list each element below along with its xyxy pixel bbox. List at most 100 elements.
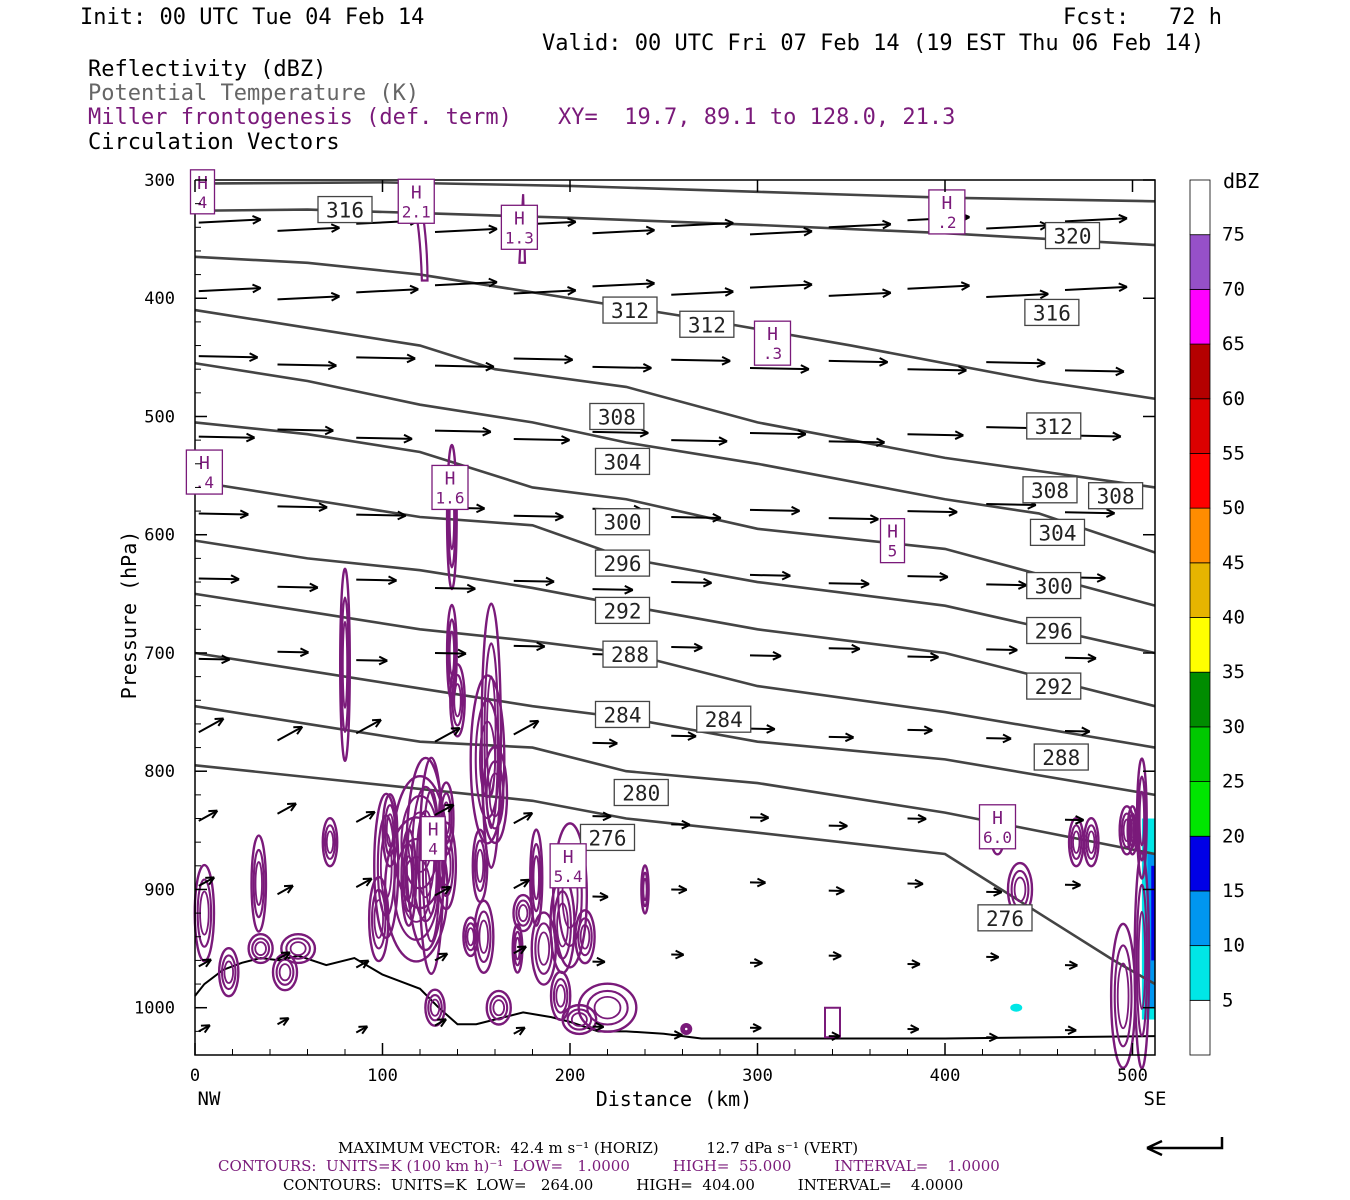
high-marker: H4 [420,815,446,862]
x-end-label-se: SE [1144,1088,1167,1110]
circulation-vector [434,1018,447,1028]
circulation-vector [671,1030,683,1040]
frontogenesis-contour [323,824,337,861]
frontogenesis-contour [640,864,650,915]
circulation-vector [1064,1025,1077,1036]
frontogenesis-contour [478,919,489,954]
circulation-vector [592,584,634,595]
circulation-vector [198,1024,211,1034]
field-frontogenesis: Miller frontogenesis (def. term) [88,105,512,130]
circulation-vector [198,809,219,822]
circulation-vector [434,277,498,288]
svg-text:H: H [563,847,574,868]
svg-text:6.0: 6.0 [983,828,1012,847]
svg-text:H: H [941,193,952,214]
circulation-vector [355,877,373,888]
circulation-vector [749,570,791,581]
circulation-vector [986,220,1049,231]
frontogenesis-contour [642,877,648,902]
theta-contour-320 [194,181,1156,203]
frontogenesis-contour [566,1008,593,1031]
circulation-vector [434,727,461,743]
frontogenesis-contour [402,842,415,913]
y-tick-label: 600 [144,526,175,546]
frontogenesis-contour [424,988,446,1027]
svg-text:292: 292 [604,599,642,623]
frontogenesis-contour [488,772,502,818]
x-tick-label: 500 [1117,1066,1148,1086]
frontogenesis-contour [1070,824,1083,861]
colorbar-swatch [1189,453,1211,509]
circulation-vector [828,643,861,654]
svg-text:H: H [887,522,898,543]
frontogenesis-contour [373,899,384,939]
circulation-vector [907,725,933,735]
high-marker: H5 [879,517,906,564]
circulation-vector [592,811,612,822]
circulation-vector [592,956,606,967]
y-tick-label: 300 [144,171,175,191]
theta-contour-308 [194,308,1156,489]
circulation-vector [356,575,398,586]
high-marker: H.3 [753,320,792,366]
circulation-vector [828,219,892,230]
circulation-vector [434,426,492,437]
theta-label: 288 [602,640,658,668]
circulation-vector [749,724,776,734]
circulation-vector [986,645,1018,655]
theta-label: 276 [579,823,636,852]
svg-text:312: 312 [611,299,649,323]
x-tick-label: 100 [367,1066,398,1086]
frontogenesis-contour [534,922,554,975]
svg-text:H: H [411,182,422,203]
x-tick-label: 0 [190,1066,200,1086]
frontogenesis-contour [480,602,503,869]
circulation-vector [434,803,455,816]
circulation-vector [828,437,886,448]
theta-label: 300 [594,508,651,536]
reflectivity-spot [1010,1003,1023,1012]
frontogenesis-contour [593,996,622,1020]
circulation-vector [828,357,889,367]
svg-text:H: H [199,453,210,474]
frontogenesis-contour [341,620,349,709]
circulation-vector [198,876,216,887]
circulation-vector [356,353,416,364]
frontogenesis-contour [532,855,540,901]
theta-label: 312 [1026,412,1082,440]
frontogenesis-contour [555,984,566,1008]
frontogenesis-contour [247,932,274,965]
frontogenesis-contour [400,828,418,927]
x-tick-label: 200 [555,1066,586,1086]
theta-contour-280 [194,704,1156,856]
theta-contour-292 [194,539,1156,708]
theta-label: 312 [602,296,658,324]
colorbar-label: 20 [1222,825,1245,847]
frontogenesis-contour [254,861,263,907]
svg-text:H: H [428,820,439,841]
circulation-vector [671,819,691,830]
frontogenesis-contour [514,936,521,961]
circulation-vector [434,361,495,372]
theta-contour-284 [194,651,1156,797]
frontogenesis-contour [435,821,458,911]
frontogenesis-contour [321,816,339,868]
frontogenesis-contour [278,963,292,982]
theta-label: 292 [1026,672,1082,700]
svg-text:308: 308 [1097,485,1135,509]
circulation-vector [277,582,319,593]
circulation-vector [356,284,419,295]
forecast-hour: Fcst: 72 h [1063,5,1222,30]
svg-text:280: 280 [622,782,660,806]
theta-contour-312 [194,255,1156,401]
svg-text:.2: .2 [937,213,956,232]
circulation-vector [671,884,688,895]
circulation-vector [513,285,577,296]
circulation-vector [198,574,240,584]
frontogenesis-contour [252,848,265,919]
circulation-vector [513,511,564,522]
colorbar-label: 30 [1222,716,1245,738]
frontogenesis-contour [515,899,531,927]
circulation-vector [986,887,1003,897]
svg-text:300: 300 [1035,575,1073,599]
